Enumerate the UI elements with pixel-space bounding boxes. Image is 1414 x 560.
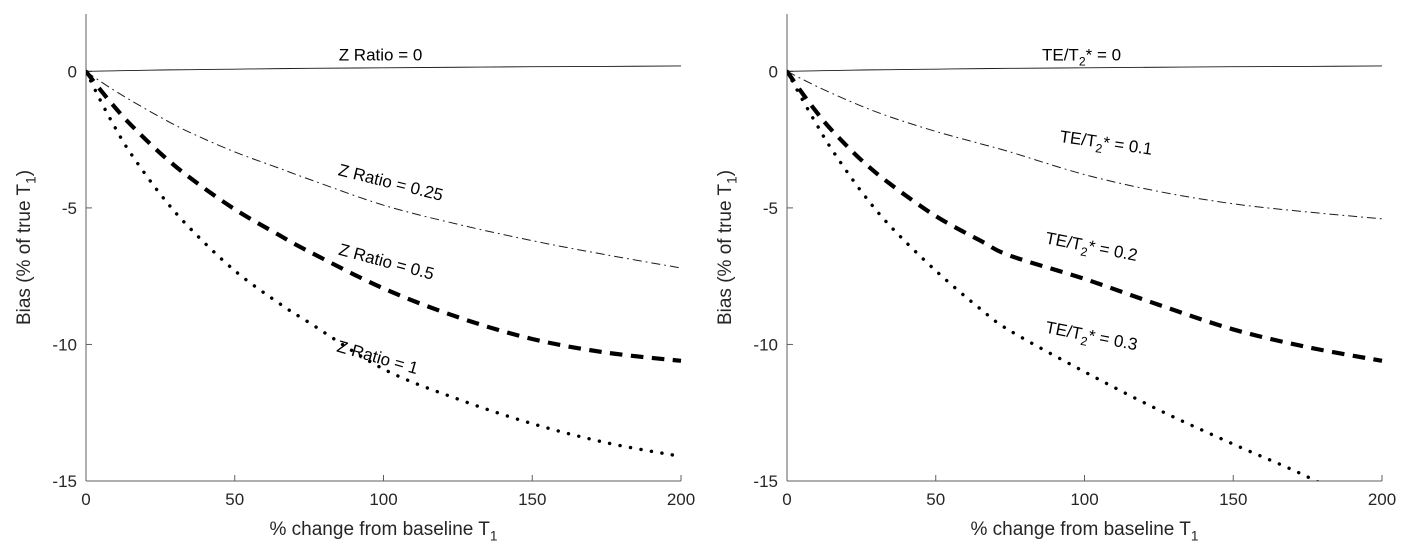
curve-te-t2-0.3 — [787, 69, 1320, 481]
curve-label-te-t2-0.3: TE/T2* = 0.3 — [1043, 318, 1139, 358]
x-tick-label: 50 — [225, 490, 244, 509]
x-tick-label: 0 — [81, 490, 90, 509]
x-tick-label: 150 — [518, 490, 546, 509]
curve-label-te-t2-0.1: TE/T2* = 0.1 — [1058, 127, 1154, 163]
y-axis-label: Bias (% of true T1) — [715, 170, 740, 325]
curve-label-z-ratio-0: Z Ratio = 0 — [339, 45, 423, 64]
x-tick-label: 100 — [1070, 490, 1098, 509]
x-tick-label: 200 — [667, 490, 695, 509]
y-tick-label: -15 — [52, 472, 77, 491]
y-tick-label: -5 — [763, 199, 778, 218]
curve-label-z-ratio-0.5: Z Ratio = 0.5 — [337, 240, 436, 284]
chart-panel-right: 0 50 100 150 200 0 -5 -10 -15 TE/T2* = 0 TE/T2* = … — [707, 0, 1414, 555]
curve-te-t2-0 — [787, 65, 1383, 72]
curve-z-ratio-0.5 — [86, 70, 682, 363]
x-tick-label: 200 — [1368, 490, 1396, 509]
curve-label-te-t2-0.2: TE/T2* = 0.2 — [1043, 229, 1139, 269]
curve-te-t2-0.2 — [787, 70, 1383, 363]
curve-z-ratio-0 — [86, 65, 682, 72]
curve-label-te-t2-0: TE/T2* = 0 — [1042, 45, 1121, 68]
y-tick-label: -10 — [753, 335, 778, 354]
x-axis-label: % change from baseline T1 — [971, 519, 1199, 544]
curve-z-ratio-0.25 — [86, 70, 682, 269]
y-tick-label: -15 — [753, 472, 778, 491]
x-tick-label: 0 — [782, 490, 791, 509]
chart-svg-left: 0 50 100 150 200 0 -5 -10 -15 Z Ratio = 0 Z Ratio … — [14, 14, 695, 544]
y-axis-label: Bias (% of true T1) — [14, 170, 39, 325]
x-axis-label: % change from baseline T1 — [270, 519, 498, 544]
x-tick-label: 50 — [926, 490, 945, 509]
y-tick-label: 0 — [68, 62, 77, 81]
chart-panel-left: 0 50 100 150 200 0 -5 -10 -15 Z Ratio = 0 Z Ratio … — [0, 0, 707, 555]
y-tick-label: -10 — [52, 335, 77, 354]
y-tick-label: 0 — [769, 62, 778, 81]
chart-svg-right: 0 50 100 150 200 0 -5 -10 -15 TE/T2* = 0 TE/T2* = … — [715, 14, 1396, 544]
curve-label-z-ratio-0.25: Z Ratio = 0.25 — [336, 160, 445, 204]
x-tick-label: 150 — [1219, 490, 1247, 509]
curve-label-z-ratio-1: Z Ratio = 1 — [335, 337, 421, 378]
y-tick-label: -5 — [62, 199, 77, 218]
x-tick-label: 100 — [369, 490, 397, 509]
